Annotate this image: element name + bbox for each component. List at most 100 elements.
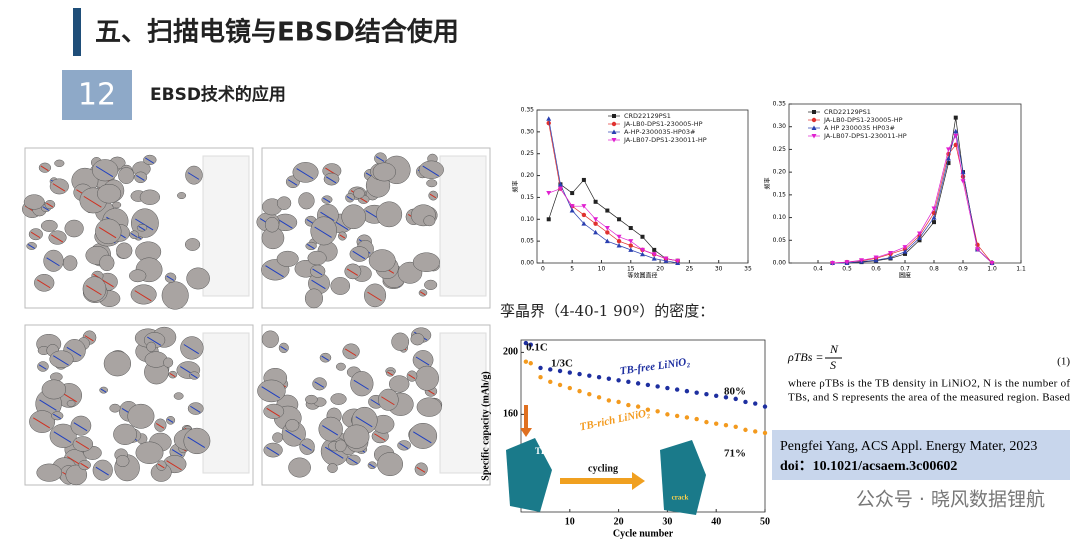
grain [72, 436, 94, 452]
grain [99, 254, 115, 272]
marker [617, 217, 622, 222]
marker [953, 133, 959, 139]
marker [567, 370, 572, 375]
x-tick-label: 1.0 [987, 266, 997, 273]
boundary [166, 460, 182, 471]
grain [406, 370, 418, 382]
boundary [296, 168, 314, 180]
formula-text: TBs, and S represents the area of the me… [788, 392, 1071, 404]
marker [605, 230, 610, 235]
marker [635, 404, 641, 409]
grain [426, 179, 438, 188]
grain [397, 440, 412, 451]
marker [903, 251, 907, 256]
grain [278, 342, 289, 354]
marker [587, 373, 592, 378]
boundary [348, 457, 358, 464]
marker [616, 234, 622, 240]
grain [113, 423, 137, 445]
grain [341, 204, 366, 230]
marker [570, 191, 575, 196]
x-tick-label: 15 [627, 266, 635, 273]
grain [156, 460, 167, 471]
marker [873, 255, 879, 261]
boundary [422, 165, 439, 177]
boundary [311, 279, 326, 290]
crystal [660, 440, 706, 515]
x-tick-label: 0.6 [871, 266, 881, 273]
grain [184, 238, 201, 251]
series-line [548, 118, 678, 264]
ebsd-legend [439, 155, 487, 297]
x-tick-label: 35 [744, 266, 752, 273]
boundary [314, 381, 325, 388]
boundary [53, 431, 72, 443]
plot-frame [536, 109, 749, 264]
grain [173, 392, 184, 400]
x-tick-label: 20 [614, 516, 624, 527]
grain [264, 217, 280, 233]
boundary [75, 440, 90, 450]
boundary [171, 449, 183, 457]
grain [353, 188, 365, 199]
boundary [187, 172, 200, 180]
x-axis-label: 等效圆直径 [627, 272, 657, 280]
marker [567, 385, 572, 391]
marker [917, 238, 922, 243]
boundary [368, 463, 376, 468]
marker [989, 261, 995, 266]
y-tick-label: 200 [503, 347, 518, 358]
marker [753, 401, 758, 406]
boundary [346, 195, 353, 201]
grain [415, 365, 439, 391]
marker [546, 191, 552, 196]
grain [135, 441, 164, 464]
marker [704, 419, 709, 425]
marker [628, 226, 633, 231]
marker [960, 179, 966, 184]
y-tick-label: 0.15 [521, 194, 535, 201]
grain [304, 288, 323, 309]
grain [342, 343, 360, 360]
boundary [374, 433, 386, 441]
grain [78, 459, 91, 471]
marker [975, 247, 980, 252]
grain [376, 201, 403, 228]
grain [364, 283, 387, 308]
grain [410, 333, 425, 346]
marker [557, 382, 563, 388]
chart-bg [763, 98, 1043, 288]
grain [349, 246, 370, 262]
marker [704, 392, 709, 397]
grain [129, 230, 139, 239]
grain [139, 189, 161, 205]
y-tick-label: 0.05 [521, 238, 535, 245]
boundary [42, 206, 50, 211]
boundary [46, 257, 60, 267]
boundary [169, 372, 176, 378]
slide-title: 五、扫描电镜与EBSD结合使用 [95, 17, 459, 48]
legend-label: JA-LB0-DPS1-230005-HP [623, 120, 703, 128]
y-tick-label: 0.20 [521, 172, 535, 179]
marker [628, 247, 634, 252]
grain [412, 252, 440, 272]
grain [41, 379, 67, 400]
marker [932, 220, 936, 225]
boundary [130, 232, 138, 238]
boundary [367, 291, 382, 302]
boundary [32, 417, 51, 429]
boundary [359, 197, 368, 203]
boundary [419, 291, 426, 296]
grain [276, 250, 299, 267]
marker [684, 388, 690, 394]
marker [762, 430, 768, 436]
boundary [155, 423, 165, 429]
x-tick-label: 0.5 [842, 266, 852, 273]
grain [43, 249, 64, 272]
boundary [166, 275, 175, 281]
marker [523, 359, 529, 364]
annotation: 71% [724, 448, 746, 460]
marker [546, 120, 551, 126]
grain [285, 419, 300, 432]
